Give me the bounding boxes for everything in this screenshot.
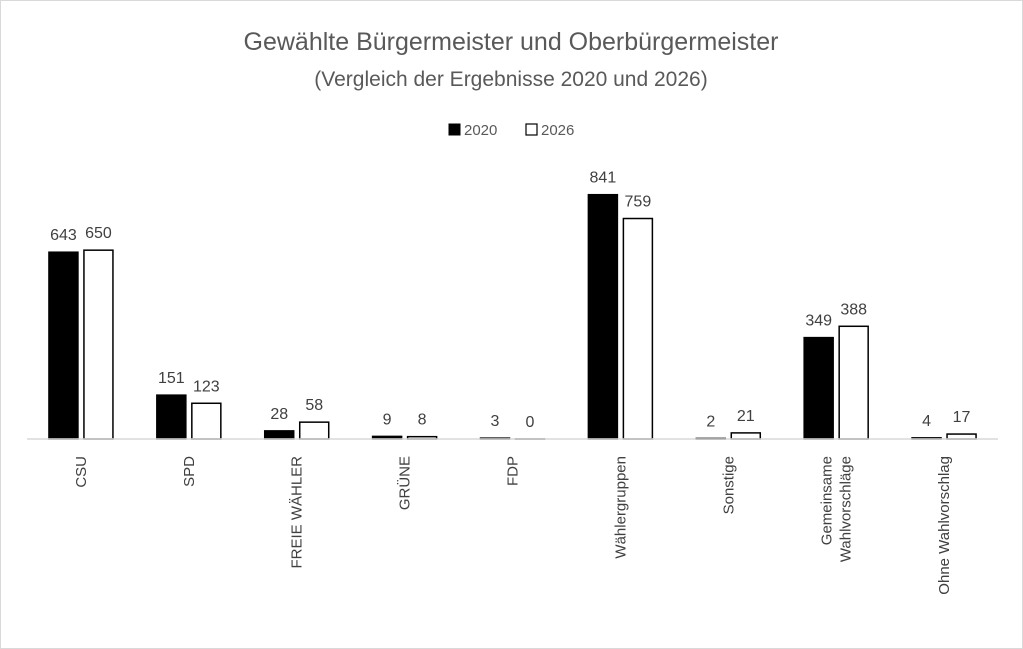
data-label-2020: 841 [590, 170, 617, 187]
data-label-2020: 2 [706, 413, 715, 430]
bar-2026 [838, 325, 869, 440]
bar-2026 [83, 249, 114, 440]
bar-2020 [263, 430, 295, 440]
category-label: SPD [181, 456, 198, 487]
chart-subtitle: (Vergleich der Ergebnisse 2020 und 2026) [314, 68, 707, 91]
legend-label-2026: 2026 [541, 122, 574, 139]
data-label-2020: 349 [805, 313, 832, 330]
bar-2020 [803, 336, 834, 440]
bar-2026 [298, 421, 330, 440]
legend-swatch-2020 [448, 123, 461, 136]
category-label: Gemeinsame [819, 456, 836, 545]
category-label: Ohne Wahlvorschlag [936, 456, 953, 595]
chart-title: Gewählte Bürgermeister und Oberbürgermei… [244, 28, 779, 56]
bar-2020 [587, 193, 619, 440]
category-label: Wählergruppen [612, 456, 629, 559]
category-label: CSU [73, 456, 90, 488]
category-label: GRÜNE [396, 456, 414, 510]
data-label-2026: 21 [737, 408, 755, 425]
bar-2026 [191, 402, 222, 440]
data-label-2020: 151 [158, 370, 185, 387]
data-label-2020: 3 [491, 413, 500, 430]
data-label-2020: 643 [50, 227, 77, 244]
data-label-2026: 759 [625, 194, 652, 211]
bar-2020 [156, 394, 187, 440]
data-label-2020: 9 [383, 411, 392, 428]
data-label-2026: 388 [840, 301, 867, 318]
data-label-2020: 4 [922, 413, 931, 430]
legend-label-2020: 2020 [464, 122, 497, 139]
data-label-2026: 650 [85, 225, 112, 242]
bar-2026 [622, 217, 654, 440]
bar-2026 [730, 432, 762, 440]
category-label: FREIE WÄHLER [289, 456, 306, 569]
bar-2020 [48, 251, 79, 440]
data-label-2026: 8 [418, 412, 427, 429]
category-label: Wahlvorschläge [838, 456, 855, 562]
data-label-2020: 28 [270, 406, 288, 423]
data-label-2026: 123 [193, 378, 220, 395]
data-label-2026: 0 [526, 414, 535, 431]
category-label: Sonstige [720, 456, 737, 514]
data-label-2026: 17 [953, 409, 971, 426]
category-label: FDP [505, 456, 522, 486]
legend: 2020 2026 [448, 122, 574, 139]
legend-swatch-2026 [525, 123, 538, 136]
data-label-2026: 58 [305, 397, 323, 414]
